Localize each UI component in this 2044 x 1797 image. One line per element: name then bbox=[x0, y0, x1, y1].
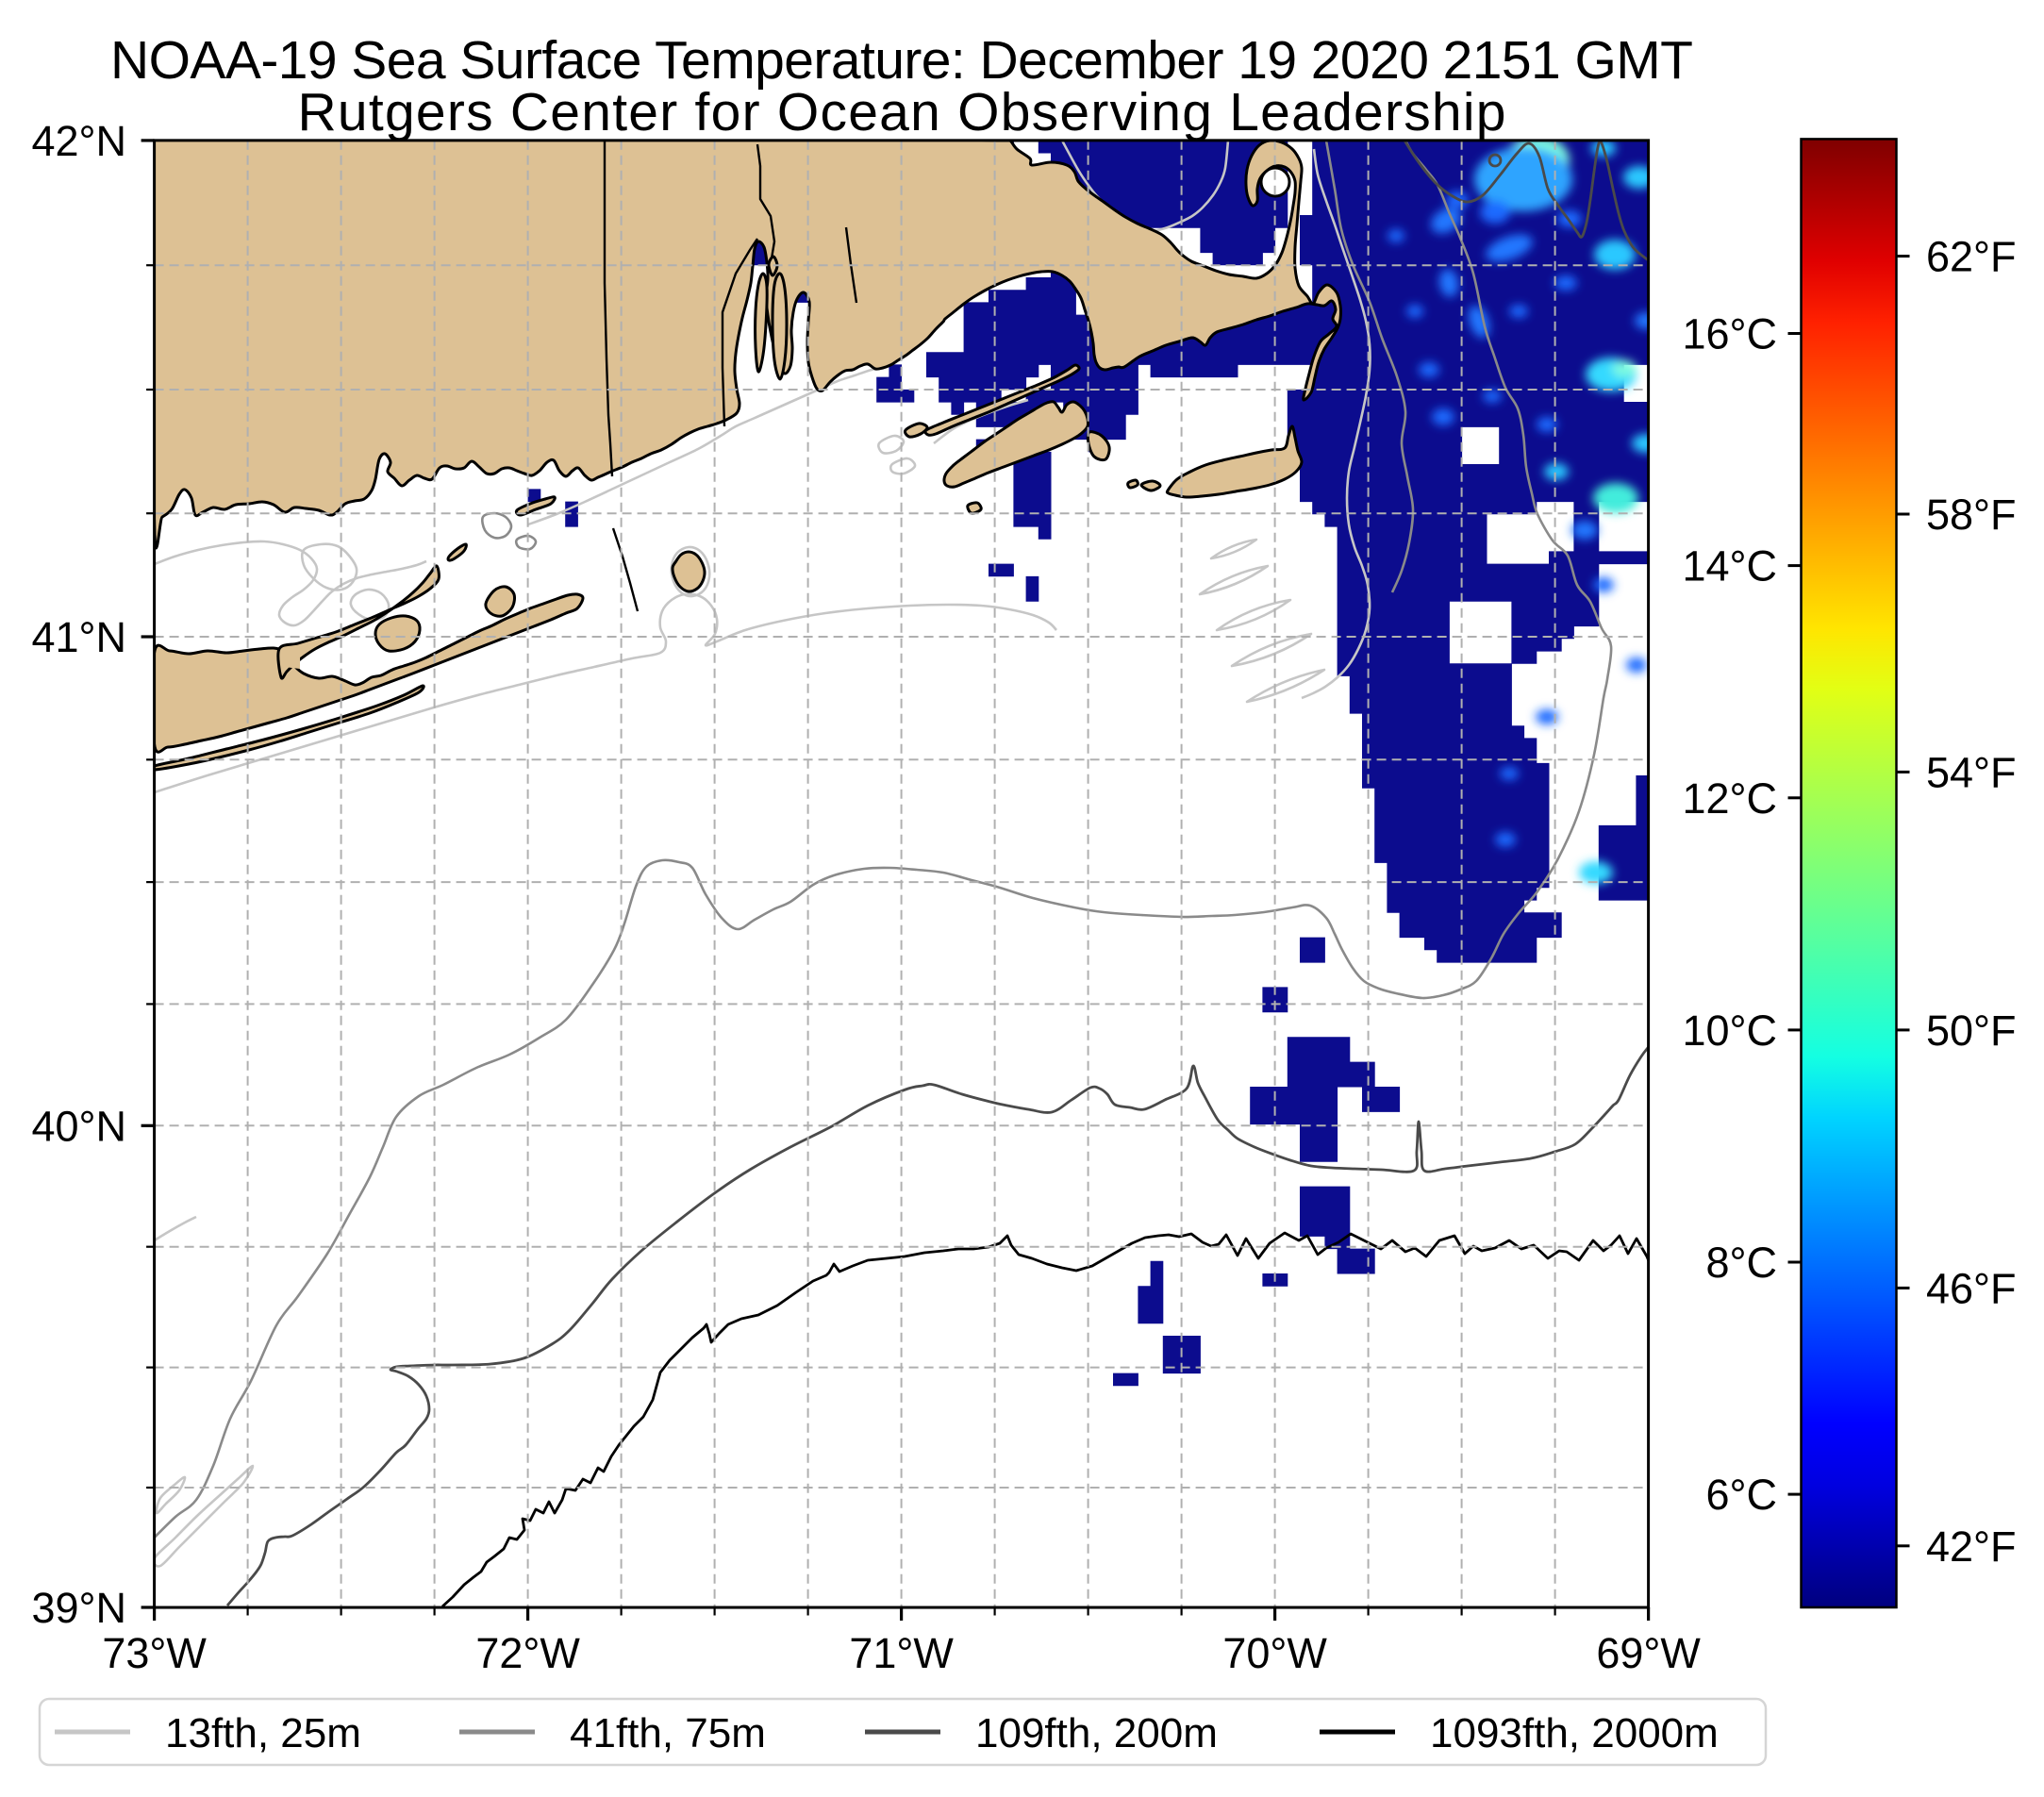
svg-text:39°N: 39°N bbox=[31, 1584, 126, 1632]
svg-text:42°N: 42°N bbox=[31, 117, 126, 165]
svg-text:72°W: 72°W bbox=[475, 1629, 580, 1677]
svg-text:71°W: 71°W bbox=[849, 1629, 954, 1677]
svg-text:1093fth, 2000m: 1093fth, 2000m bbox=[1430, 1710, 1719, 1756]
svg-text:69°W: 69°W bbox=[1596, 1629, 1701, 1677]
svg-text:41°N: 41°N bbox=[31, 613, 126, 661]
svg-text:16°C: 16°C bbox=[1682, 310, 1777, 358]
svg-text:70°W: 70°W bbox=[1222, 1629, 1327, 1677]
svg-text:8°C: 8°C bbox=[1705, 1239, 1777, 1287]
svg-text:46°F: 46°F bbox=[1926, 1264, 2017, 1312]
svg-text:42°F: 42°F bbox=[1926, 1522, 2017, 1571]
svg-text:10°C: 10°C bbox=[1682, 1007, 1777, 1055]
svg-text:109fth, 200m: 109fth, 200m bbox=[975, 1710, 1218, 1756]
svg-text:62°F: 62°F bbox=[1926, 233, 2017, 281]
svg-text:Rutgers Center for Ocean Obser: Rutgers Center for Ocean Observing Leade… bbox=[298, 82, 1506, 142]
svg-text:40°N: 40°N bbox=[31, 1102, 126, 1150]
svg-text:14°C: 14°C bbox=[1682, 542, 1777, 591]
svg-text:12°C: 12°C bbox=[1682, 774, 1777, 823]
svg-text:54°F: 54°F bbox=[1926, 748, 2017, 796]
svg-text:13fth, 25m: 13fth, 25m bbox=[165, 1710, 361, 1756]
svg-text:NOAA-19 Sea Surface Temperatur: NOAA-19 Sea Surface Temperature: Decembe… bbox=[110, 30, 1693, 91]
svg-text:41fth, 75m: 41fth, 75m bbox=[570, 1710, 766, 1756]
svg-text:50°F: 50°F bbox=[1926, 1007, 2017, 1055]
svg-text:73°W: 73°W bbox=[102, 1629, 207, 1677]
svg-text:58°F: 58°F bbox=[1926, 491, 2017, 539]
svg-text:6°C: 6°C bbox=[1705, 1471, 1777, 1519]
